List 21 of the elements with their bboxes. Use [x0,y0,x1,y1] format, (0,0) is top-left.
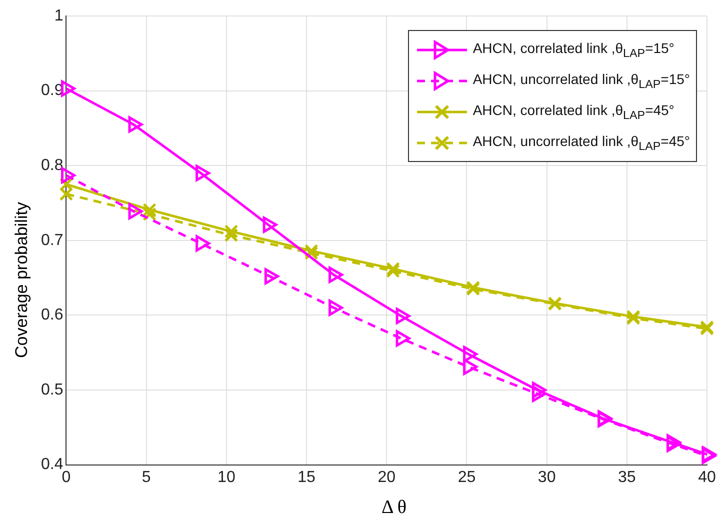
legend-label: AHCN, correlated link ,θ$_{LAP}$=15° [472,40,674,60]
x-tick-label: 5 [142,468,151,486]
y-tick-label: 0.5 [40,381,64,398]
y-tick-label: 0.4 [40,456,64,474]
x-tick-label: 35 [618,468,636,486]
x-tick-label: 25 [458,468,476,486]
x-tick-label: 0 [62,468,71,486]
x-tick-label: 10 [218,468,236,486]
legend-label: AHCN, uncorrelated link ,θ$_{LAP}$=15° [472,70,690,90]
x-axis-title: Δ θ [380,497,408,519]
y-tick-label: 0.7 [40,232,64,249]
x-tick-label: 40 [698,468,716,486]
y-tick-label: 0.8 [40,157,64,174]
legend-label: AHCN, uncorrelated link ,θ$_{LAP}$=45° [472,132,690,152]
y-tick-label: 1 [54,7,64,24]
x-tick-label: 15 [298,468,316,486]
y-tick-label: 0.6 [40,306,64,324]
legend-label: AHCN, correlated link ,θ$_{LAP}$=45° [472,102,674,122]
y-axis-title: Coverage probability [12,201,32,360]
x-tick-label: 30 [538,468,556,486]
x-tick-label: 20 [378,468,396,486]
